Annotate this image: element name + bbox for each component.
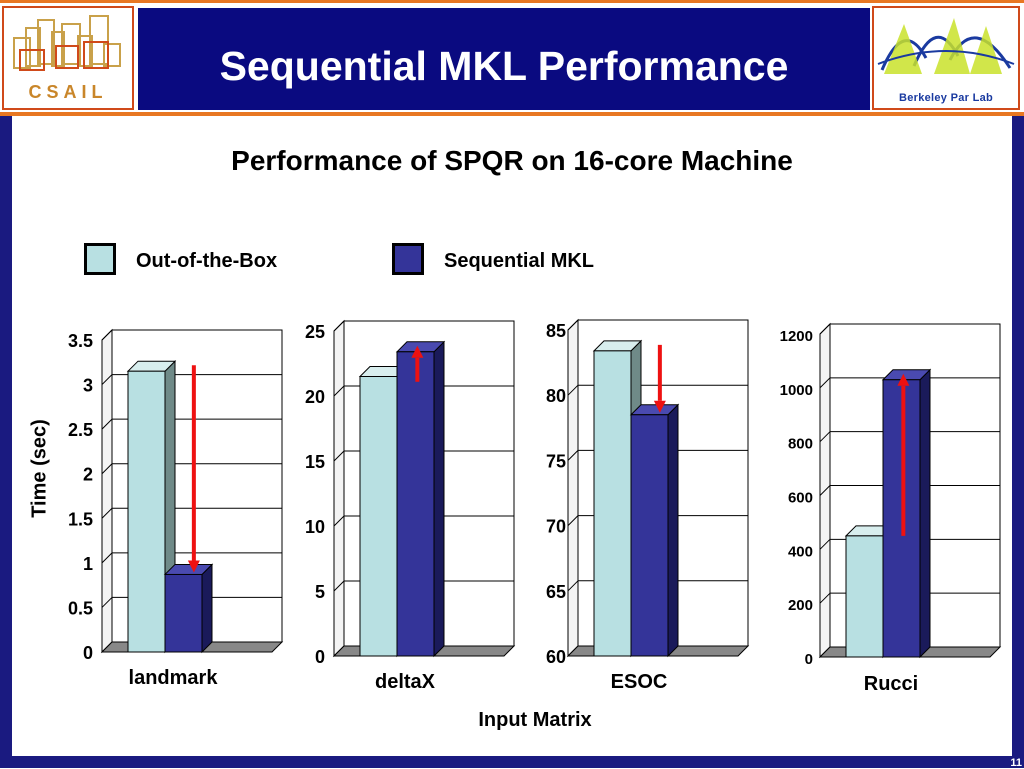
slide-title: Sequential MKL Performance xyxy=(219,43,789,89)
bar-deltax-sequential-mkl xyxy=(396,351,435,657)
legend-swatch-sequential-mkl xyxy=(392,243,424,275)
frame-left-border xyxy=(0,116,12,768)
bar-rucci-out-of-the-box xyxy=(845,535,884,658)
tick-label-deltax: 20 xyxy=(305,387,325,407)
plot-side-wall-landmark xyxy=(101,328,113,654)
tick-label-esoc: 65 xyxy=(546,582,566,602)
tick-label-esoc: 75 xyxy=(546,451,566,471)
chart-title: Performance of SPQR on 16-core Machine xyxy=(231,145,793,176)
tick-label-landmark: 1 xyxy=(83,554,93,574)
gridline-side-rucci xyxy=(819,538,831,550)
par-lab-logo: Berkeley Par Lab xyxy=(872,6,1020,110)
bar-side-esoc-sequential-mkl xyxy=(667,403,679,658)
frame-right-border xyxy=(1012,116,1024,768)
csail-logo-text: CSAIL xyxy=(29,82,108,102)
tick-label-rucci: 600 xyxy=(788,490,813,507)
csail-logo: CSAIL xyxy=(2,6,134,110)
tick-label-rucci: 200 xyxy=(788,597,813,614)
gridline-side-esoc xyxy=(567,450,579,461)
tick-label-deltax: 5 xyxy=(315,582,325,602)
gridline-side-esoc xyxy=(567,515,579,526)
bar-side-deltax-sequential-mkl xyxy=(433,340,445,658)
gridline-side-landmark xyxy=(101,552,113,564)
gridline-side-rucci xyxy=(819,485,831,496)
frame-top-border xyxy=(0,112,1024,116)
tick-label-landmark: 3.5 xyxy=(68,331,93,351)
tick-label-esoc: 80 xyxy=(546,386,566,406)
gridline-side-rucci xyxy=(819,377,831,389)
tick-label-deltax: 10 xyxy=(305,517,325,537)
bar-esoc-out-of-the-box xyxy=(593,350,632,657)
tick-label-rucci: 0 xyxy=(805,651,813,668)
tick-label-landmark: 3 xyxy=(83,376,93,396)
x-axis-title: Input Matrix xyxy=(478,709,592,731)
gridline-side-rucci xyxy=(819,592,831,604)
change-arrowhead-rucci xyxy=(897,373,910,386)
par-lab-name: Berkeley Par Lab xyxy=(898,92,994,104)
tick-label-esoc: 70 xyxy=(546,517,566,537)
gridline-side-deltax xyxy=(333,320,345,332)
legend-swatch-out-of-the-box xyxy=(84,243,116,275)
bar-landmark-sequential-mkl xyxy=(164,573,203,653)
title-bar: Sequential MKL Performance xyxy=(138,8,870,110)
tick-label-landmark: 2 xyxy=(83,465,93,485)
frame-bottom-border xyxy=(0,756,1024,768)
gridline-side-deltax xyxy=(333,580,345,592)
page-number: 11 xyxy=(1010,757,1022,769)
tick-label-esoc: 85 xyxy=(546,321,566,341)
tick-label-deltax: 15 xyxy=(305,452,325,472)
gridline-side-landmark xyxy=(101,463,113,475)
bar-esoc-sequential-mkl xyxy=(630,414,669,657)
bar-side-landmark-sequential-mkl xyxy=(201,563,213,654)
gridline-side-esoc xyxy=(567,580,579,592)
tick-label-landmark: 1.5 xyxy=(68,509,93,529)
gridline-side-landmark xyxy=(101,374,113,385)
category-label-deltax: deltaX xyxy=(375,671,436,693)
legend-label-out-of-the-box: Out-of-the-Box xyxy=(136,250,278,272)
gridline-side-deltax xyxy=(333,385,345,397)
par-lab-logo-graphic xyxy=(877,18,1015,74)
gridline-side-deltax xyxy=(333,515,345,527)
tick-label-rucci: 1200 xyxy=(780,328,813,345)
change-arrowhead-esoc xyxy=(653,400,666,413)
gridline-side-rucci xyxy=(819,431,831,443)
tick-label-deltax: 25 xyxy=(305,322,325,342)
tick-label-deltax: 0 xyxy=(315,647,325,667)
gridline-side-landmark xyxy=(101,597,113,608)
gridline-side-rucci xyxy=(819,323,831,335)
legend-label-sequential-mkl: Sequential MKL xyxy=(444,250,595,272)
header-accent-line xyxy=(0,0,1024,3)
change-arrowhead-deltax xyxy=(411,345,424,358)
change-arrowhead-landmark xyxy=(187,560,200,573)
bar-landmark-out-of-the-box xyxy=(127,370,166,653)
plot-side-wall-deltax xyxy=(333,319,345,658)
csail-logo-graphic: CSAIL xyxy=(13,15,121,102)
gridline-side-deltax xyxy=(333,450,345,462)
tick-label-rucci: 400 xyxy=(788,543,813,560)
gridline-side-landmark xyxy=(101,507,113,519)
bar-deltax-out-of-the-box xyxy=(359,376,398,657)
tick-label-landmark: 2.5 xyxy=(68,420,93,440)
category-label-landmark: landmark xyxy=(129,667,219,689)
gridline-side-landmark xyxy=(101,329,113,341)
tick-label-rucci: 1000 xyxy=(780,382,813,399)
tick-label-landmark: 0.5 xyxy=(68,598,93,618)
gridline-side-esoc xyxy=(567,384,579,396)
tick-label-rucci: 800 xyxy=(788,436,813,453)
category-label-rucci: Rucci xyxy=(864,673,918,695)
tick-label-esoc: 60 xyxy=(546,647,566,667)
gridline-side-landmark xyxy=(101,418,113,430)
gridline-side-esoc xyxy=(567,319,579,331)
plot-side-wall-esoc xyxy=(567,318,579,658)
tick-label-landmark: 0 xyxy=(83,643,93,663)
bar-side-rucci-sequential-mkl xyxy=(919,368,931,659)
category-label-esoc: ESOC xyxy=(611,671,668,693)
